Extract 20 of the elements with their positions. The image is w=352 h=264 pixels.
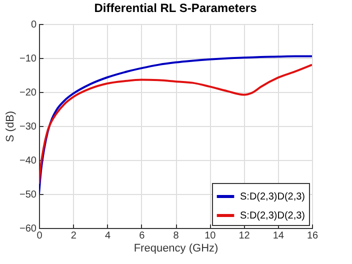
y-tick-label: −30 [20, 122, 37, 132]
x-tick-label: 10 [204, 230, 216, 242]
y-tick-label: 0 [30, 20, 37, 30]
legend-label: S:D(2,3)D(2,3) [240, 210, 306, 222]
x-axis-title: Frequency (GHz) [134, 242, 218, 254]
y-axis-title: S (dB) [4, 110, 17, 142]
legend-label: S:D(2,3)D(2,3) [240, 192, 306, 202]
chart-title: Differential RL S-Parameters [94, 1, 258, 15]
x-tick-label: 14 [272, 230, 284, 242]
x-tick-label: 8 [173, 230, 180, 242]
y-tick-label: −40 [20, 156, 37, 166]
x-tick-label: 16 [306, 230, 318, 242]
y-tick-label: −50 [20, 190, 37, 200]
y-tick-label: −20 [20, 88, 37, 98]
x-tick-label: 6 [139, 230, 146, 242]
x-tick-label: 2 [70, 230, 77, 242]
y-tick-label: −60 [20, 224, 37, 234]
y-tick-label: −10 [20, 54, 37, 64]
x-tick-label: 4 [104, 230, 111, 242]
x-tick-label: 12 [238, 230, 250, 242]
